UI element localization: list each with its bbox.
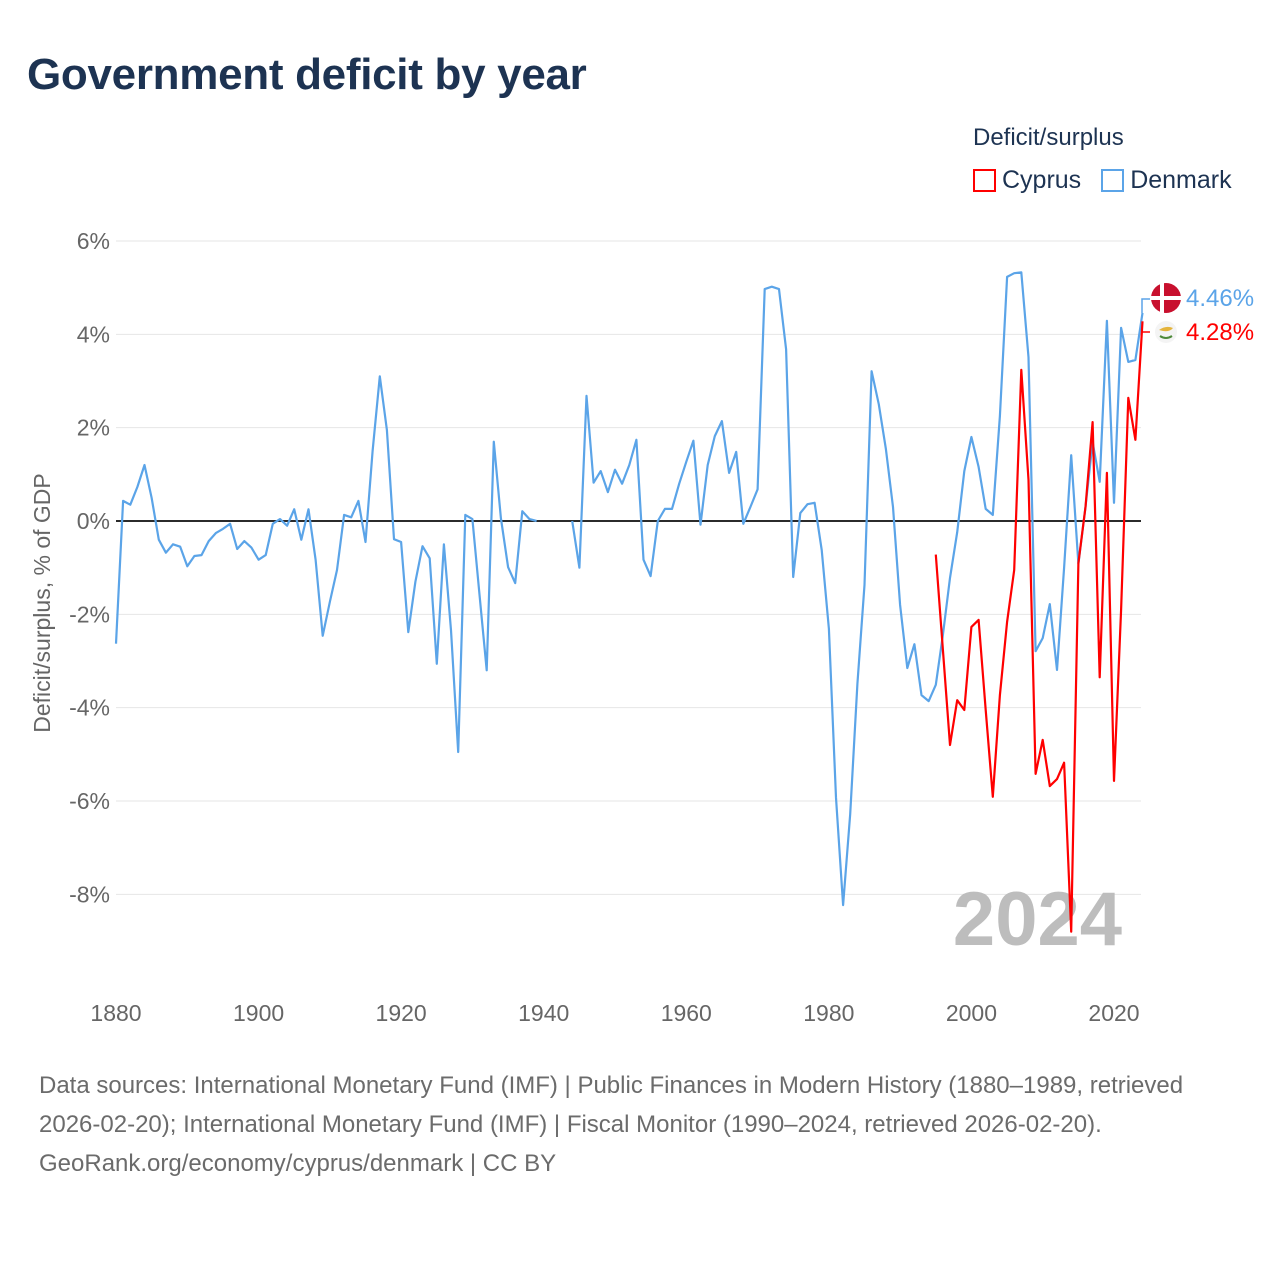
legend-swatch-cyprus: [973, 169, 996, 192]
denmark-connector: [1141, 298, 1150, 313]
legend-title: Deficit/surplus: [973, 124, 1124, 151]
chart-title: Government deficit by year: [27, 50, 587, 99]
series-line-denmark[interactable]: [114, 271, 1144, 907]
y-tick-label: 6%: [77, 228, 110, 254]
legend-item-cyprus[interactable]: Cyprus: [973, 166, 1081, 195]
legend-item-denmark[interactable]: Denmark: [1101, 166, 1232, 195]
end-labels: 4.46% 4.28%: [1141, 283, 1254, 346]
x-tick-label: 1900: [233, 1000, 284, 1026]
series-line-cyprus[interactable]: [934, 321, 1144, 933]
attribution: GeoRank.org/economy/cyprus/denmark | CC …: [39, 1144, 1249, 1183]
cyprus-flag-icon: [1155, 321, 1177, 343]
y-axis-label: Deficit/surplus, % of GDP: [29, 473, 55, 732]
x-tick-label: 2020: [1088, 1000, 1139, 1026]
denmark-flag-icon: [1151, 283, 1181, 313]
legend-label-cyprus: Cyprus: [1002, 166, 1082, 194]
y-tick-label: 0%: [77, 508, 110, 534]
legend-swatch-denmark: [1101, 169, 1125, 192]
x-tick-label: 1960: [661, 1000, 712, 1026]
footer: Data sources: International Monetary Fun…: [39, 1066, 1249, 1183]
y-tick-label: -4%: [69, 695, 110, 721]
y-tick-label: -2%: [69, 601, 110, 627]
cyprus-end-value: 4.28%: [1186, 319, 1254, 346]
license: | CC BY: [463, 1150, 557, 1177]
x-tick-label: 1920: [376, 1000, 427, 1026]
gridlines: [116, 240, 1141, 895]
y-tick-label: -8%: [69, 881, 110, 907]
y-tick-labels: 6% 4% 2% 0% -2% -4% -6% -8%: [69, 228, 110, 907]
source-link[interactable]: GeoRank.org/economy/cyprus/denmark: [39, 1150, 464, 1177]
y-tick-label: 4%: [77, 321, 110, 347]
year-watermark: 2024: [953, 877, 1122, 962]
x-tick-label: 1980: [803, 1000, 854, 1026]
legend: Deficit/surplus Cyprus Denmark: [973, 124, 1232, 195]
y-tick-label: -6%: [69, 788, 110, 814]
legend-label-denmark: Denmark: [1130, 166, 1232, 194]
x-tick-label: 1880: [90, 1000, 141, 1026]
y-tick-label: 2%: [77, 415, 110, 441]
x-tick-label: 2000: [946, 1000, 997, 1026]
x-tick-label: 1940: [518, 1000, 569, 1026]
data-sources: Data sources: International Monetary Fun…: [39, 1072, 1184, 1138]
series-lines: [114, 271, 1144, 933]
denmark-end-value: 4.46%: [1186, 285, 1254, 312]
x-tick-labels: 1880 1900 1920 1940 1960 1980 2000 2020: [90, 1000, 1139, 1026]
